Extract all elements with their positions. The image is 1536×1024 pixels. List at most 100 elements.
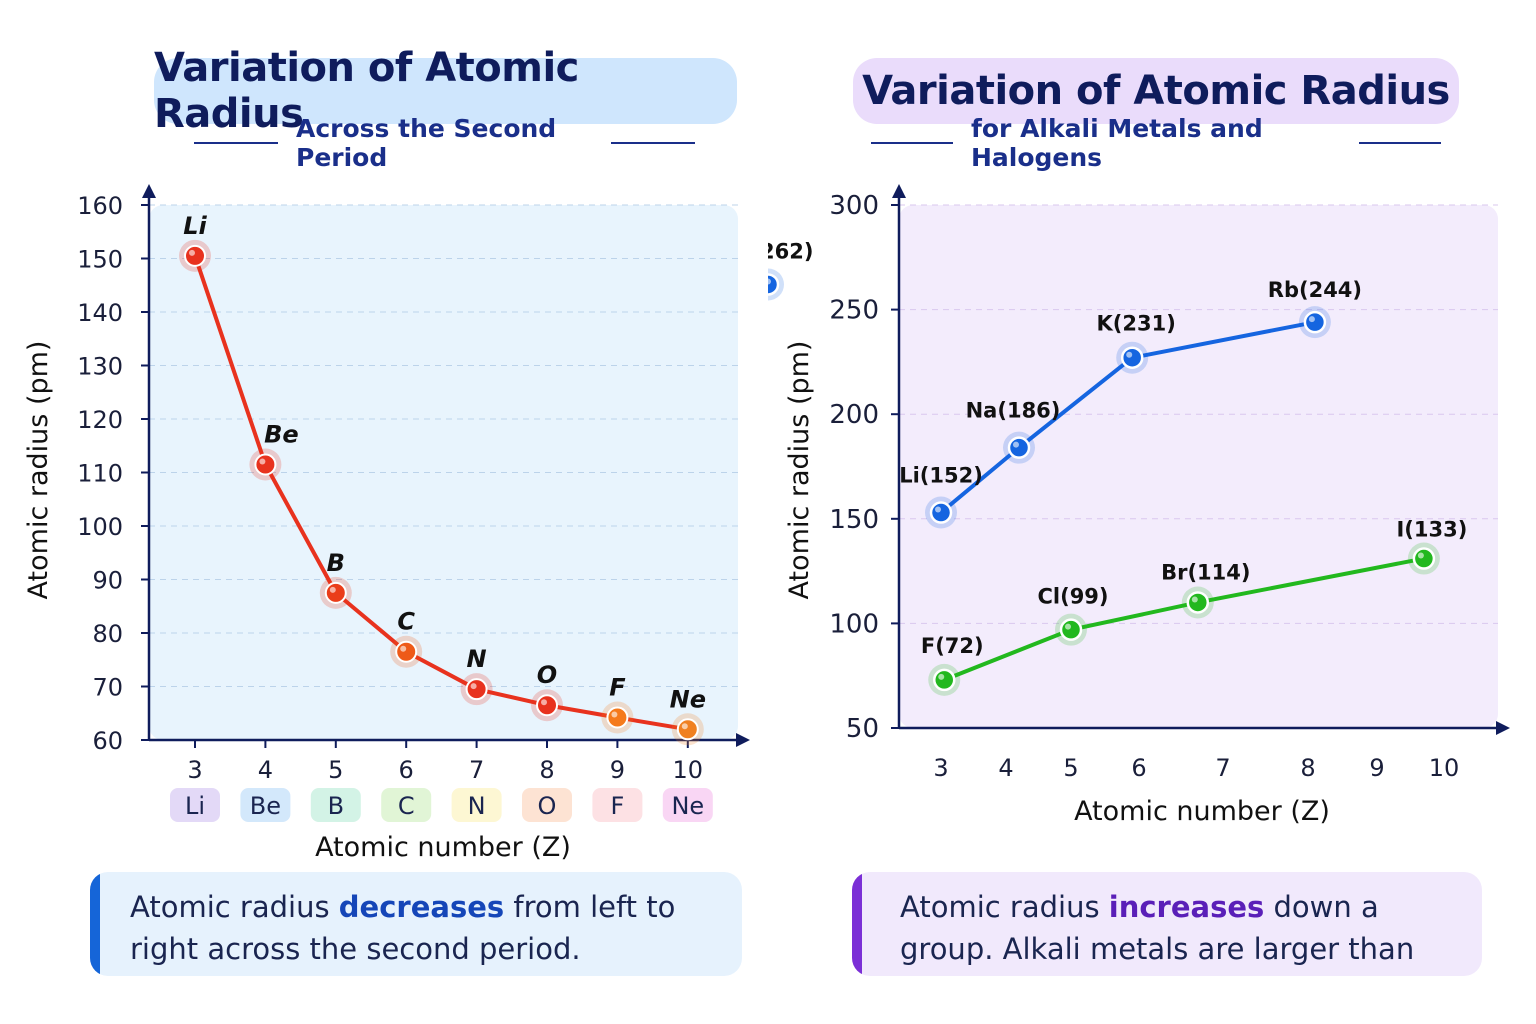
data-label: O — [537, 661, 557, 689]
data-point — [184, 244, 206, 267]
x-tick-label: 3 — [187, 756, 202, 784]
data-label: Li — [183, 212, 207, 240]
marker-highlight — [768, 278, 771, 285]
marker-highlight — [681, 723, 688, 730]
data-point — [929, 501, 953, 524]
series-line — [943, 556, 1425, 682]
x-tick-label: 3 — [933, 754, 948, 782]
element-badge — [240, 788, 291, 822]
element-badge — [310, 788, 361, 822]
data-point — [1059, 618, 1083, 641]
right-note-text-rest: down a group. Alkali metals are larger t… — [900, 890, 1415, 976]
marker-highlight — [189, 249, 195, 256]
marker-highlight — [1308, 316, 1315, 323]
y-tick-label: 130 — [77, 353, 123, 381]
left-note-text-rest: from left to right across the second per… — [130, 890, 676, 966]
left-note-accent-bar — [90, 872, 100, 976]
subtitle-rule-left — [194, 142, 278, 144]
y-tick-label: 100 — [77, 513, 123, 541]
marker-highlight — [935, 506, 941, 513]
data-label: N — [467, 645, 487, 673]
left-panel: Variation of Atomic Radius Across the Se… — [23, 45, 750, 976]
x-tick-label: 9 — [610, 756, 625, 784]
data-point — [395, 640, 418, 663]
right-note-accent-bar — [852, 872, 862, 976]
series-line — [939, 320, 1316, 515]
right-title: Variation of Atomic Radius — [853, 58, 1459, 124]
data-label: Be — [264, 420, 299, 448]
x-tick-label: 10 — [1429, 754, 1460, 782]
element-badge-label: O — [538, 792, 557, 820]
element-badge — [592, 788, 643, 822]
left-note-text: Atomic radius — [130, 890, 339, 924]
y-tick-label: 90 — [92, 567, 123, 595]
data-point — [933, 668, 956, 692]
data-point — [1007, 436, 1031, 459]
data-point — [676, 718, 699, 741]
data-label: K(231) — [1097, 312, 1176, 336]
y-tick-label: 60 — [92, 727, 123, 755]
x-tick-label: 6 — [1131, 754, 1146, 782]
right-subtitle: for Alkali Metals and Halogens — [853, 114, 1459, 172]
element-badge — [451, 788, 502, 822]
subtitle-rule-left — [871, 142, 953, 144]
data-point — [606, 706, 629, 729]
y-tick-label: 140 — [77, 299, 123, 327]
plot-background — [149, 205, 738, 740]
element-badge-label: Li — [185, 792, 205, 820]
y-tick-label: 110 — [77, 460, 123, 488]
x-tick-label: 7 — [1215, 754, 1230, 782]
y-tick-label: 80 — [92, 620, 123, 648]
y-tick-label: 150 — [829, 505, 879, 535]
marker-highlight — [329, 586, 336, 593]
x-axis-arrow — [1496, 721, 1510, 735]
element-badge — [170, 788, 220, 822]
data-label: B — [327, 549, 345, 577]
data-point — [465, 678, 488, 701]
y-tick-label: 250 — [829, 296, 879, 326]
element-badge-label: N — [468, 792, 486, 820]
x-tick-label: 6 — [399, 756, 414, 784]
x-tick-label: 4 — [998, 754, 1013, 782]
data-point — [1412, 547, 1436, 570]
marker-highlight — [541, 699, 547, 706]
data-label: C — [397, 608, 415, 636]
data-point — [1303, 310, 1327, 334]
data-label: I(133) — [1396, 518, 1467, 542]
marker-highlight — [470, 683, 477, 690]
marker-highlight — [1126, 351, 1133, 358]
data-label: F(72) — [921, 634, 984, 658]
element-badge-label: F — [610, 792, 624, 820]
marker-highlight — [938, 673, 945, 680]
y-axis-label: Atomic radius (pm) — [784, 341, 815, 600]
left-note: Atomic radius decreases from left to rig… — [90, 872, 742, 976]
data-label: Cl(99) — [1037, 585, 1108, 609]
right-note: Atomic radius increases down a group. Al… — [852, 872, 1482, 976]
data-point — [1120, 346, 1144, 369]
element-badge — [662, 788, 713, 822]
x-axis-label: Atomic number (Z) — [315, 832, 571, 863]
x-axis-arrow — [736, 733, 750, 747]
right-panel: Variation of Atomic Radius for Alkali Me… — [768, 0, 1536, 1024]
data-point — [536, 694, 558, 717]
data-point — [254, 453, 277, 476]
y-axis-label: Atomic radius (pm) — [23, 341, 54, 600]
y-tick-label: 120 — [77, 406, 123, 434]
data-label: Na(186) — [966, 399, 1061, 423]
element-badge-label: B — [328, 792, 344, 820]
marker-highlight — [611, 711, 618, 718]
x-tick-label: 4 — [258, 756, 273, 784]
x-tick-label: 9 — [1369, 754, 1384, 782]
y-tick-label: 160 — [77, 192, 123, 220]
plot-background — [899, 205, 1498, 728]
left-subtitle-text: Across the Second Period — [296, 114, 557, 172]
data-point — [1186, 591, 1210, 614]
left-chart: 60 70 80 90 100 110 120 130 140 150 160 3 Li 4 Be 5 B 6 C 7… — [23, 184, 750, 863]
right-chart: 50 100 150 200 250 300 3 4 5 6 7 8 9 10 Atomic number … — [768, 184, 1510, 827]
element-badge-label: Be — [250, 792, 281, 820]
y-tick-label: 200 — [829, 400, 879, 430]
element-badge — [381, 788, 432, 822]
data-label: Br(114) — [1161, 560, 1250, 584]
marker-highlight — [1065, 623, 1071, 630]
subtitle-rule-right — [611, 142, 695, 144]
